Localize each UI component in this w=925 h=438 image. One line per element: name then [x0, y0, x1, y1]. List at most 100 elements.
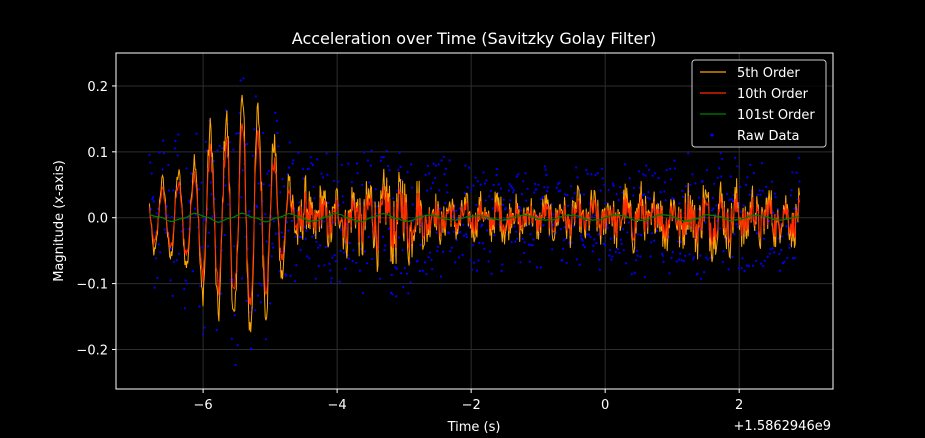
raw-data-point — [519, 261, 522, 264]
raw-data-point — [676, 240, 680, 243]
raw-data-point — [264, 213, 267, 216]
raw-data-point — [178, 252, 181, 255]
raw-data-point — [384, 244, 387, 247]
raw-data-point — [229, 278, 232, 281]
raw-data-point — [604, 201, 607, 204]
raw-data-point — [780, 248, 783, 252]
raw-data-point — [154, 231, 157, 234]
raw-data-point — [742, 204, 745, 207]
raw-data-point — [526, 187, 529, 190]
raw-data-point — [670, 256, 673, 259]
raw-data-point — [703, 271, 706, 274]
raw-data-point — [590, 215, 594, 218]
raw-data-point — [491, 207, 494, 210]
raw-data-point — [588, 233, 591, 236]
raw-data-point — [788, 246, 791, 250]
raw-data-point — [250, 347, 253, 350]
raw-data-point — [297, 151, 300, 154]
raw-data-point — [332, 221, 335, 224]
raw-data-point — [755, 232, 758, 235]
raw-data-point — [684, 185, 688, 188]
raw-data-point — [573, 192, 576, 195]
raw-data-point — [760, 162, 764, 165]
raw-data-point — [327, 201, 330, 205]
raw-data-point — [697, 196, 701, 199]
raw-data-point — [790, 189, 793, 192]
raw-data-point — [212, 160, 215, 163]
raw-data-point — [427, 256, 430, 259]
raw-data-point — [783, 260, 786, 263]
raw-data-point — [248, 311, 252, 314]
raw-data-point — [293, 280, 296, 283]
raw-data-point — [669, 167, 672, 170]
raw-data-point — [428, 172, 431, 175]
raw-data-point — [739, 185, 742, 189]
raw-data-point — [515, 230, 518, 233]
raw-data-point — [348, 257, 351, 260]
raw-data-point — [633, 271, 636, 274]
raw-data-point — [248, 210, 251, 213]
raw-data-point — [524, 172, 527, 175]
raw-data-point — [705, 168, 709, 172]
raw-data-point — [511, 186, 514, 190]
raw-data-point — [647, 191, 650, 194]
raw-data-point — [155, 212, 158, 215]
raw-data-point — [597, 233, 600, 236]
raw-data-point — [632, 194, 635, 197]
raw-data-point — [431, 268, 434, 271]
raw-data-point — [166, 214, 169, 217]
x-tick-label: −2 — [462, 398, 481, 413]
raw-data-point — [316, 158, 319, 161]
raw-data-point — [361, 292, 364, 295]
raw-data-point — [593, 214, 597, 217]
raw-data-point — [275, 119, 278, 122]
raw-data-point — [347, 162, 350, 165]
raw-data-point — [575, 166, 578, 169]
raw-data-point — [470, 268, 474, 271]
raw-data-point — [531, 244, 534, 247]
raw-data-point — [514, 240, 517, 243]
raw-data-point — [330, 277, 333, 280]
raw-data-point — [341, 195, 344, 198]
raw-data-point — [395, 267, 398, 270]
raw-data-point — [603, 244, 607, 247]
raw-data-point — [423, 261, 427, 264]
raw-data-point — [592, 244, 595, 247]
raw-data-point — [552, 213, 555, 216]
raw-data-point — [755, 259, 758, 262]
raw-data-point — [689, 183, 692, 186]
raw-data-point — [366, 262, 369, 265]
raw-data-point — [470, 188, 473, 192]
raw-data-point — [698, 228, 701, 231]
raw-data-point — [679, 252, 682, 255]
raw-data-point — [637, 233, 640, 236]
raw-data-point — [718, 167, 721, 170]
raw-data-point — [561, 259, 564, 262]
raw-data-point — [425, 273, 428, 276]
raw-data-point — [635, 259, 638, 262]
raw-data-point — [639, 255, 642, 258]
raw-data-point — [535, 266, 539, 269]
raw-data-point — [337, 180, 340, 183]
raw-data-point — [657, 176, 660, 180]
raw-data-point — [265, 240, 268, 243]
legend-marker — [710, 133, 714, 137]
raw-data-point — [274, 232, 278, 235]
raw-data-point — [350, 181, 353, 184]
raw-data-point — [149, 208, 153, 211]
raw-data-point — [528, 260, 531, 263]
raw-data-point — [646, 196, 649, 199]
raw-data-point — [636, 254, 639, 257]
raw-data-point — [628, 177, 631, 180]
raw-data-point — [221, 147, 224, 150]
raw-data-point — [598, 268, 602, 271]
raw-data-point — [411, 203, 414, 206]
raw-data-point — [197, 188, 200, 191]
raw-data-point — [291, 162, 294, 165]
raw-data-point — [211, 215, 214, 218]
raw-data-point — [370, 149, 373, 152]
raw-data-point — [261, 131, 265, 135]
raw-data-point — [262, 183, 265, 186]
raw-data-point — [461, 253, 464, 256]
raw-data-point — [711, 196, 714, 200]
